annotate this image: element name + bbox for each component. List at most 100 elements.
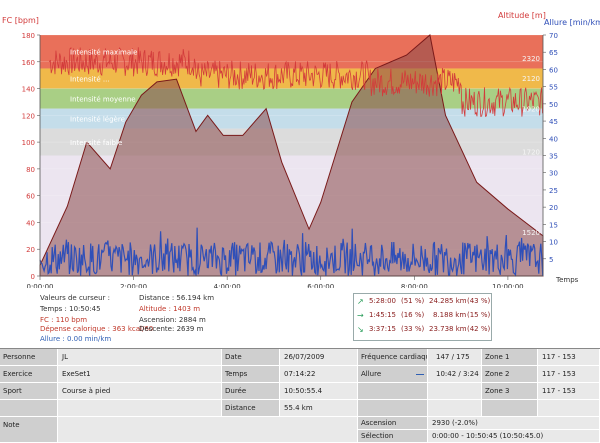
altitude-area [39,34,544,277]
summary-pct: (33 %) [401,325,425,333]
freq-label: Fréquence cardiaque [358,349,428,366]
fc-tick-label: 0 [31,273,35,281]
personne-value[interactable]: JL [58,349,222,366]
ascension-label: Ascension [358,417,428,430]
allure-value: 10:42 / 3:24 [428,366,482,383]
fc-tick-label: 120 [22,112,35,120]
summary-dpct: (42 %) [467,325,491,333]
pace-tick-label: 20 [549,204,558,212]
fc-tick-label: 80 [26,166,35,174]
temps-label: Temps [222,366,280,383]
sport-value[interactable]: Course à pied [58,383,222,400]
summary-row-flat: → 1:45:15 (16 %) 8.188 km (15 %) [354,311,491,323]
cursor-title: Valeurs de curseur : [40,294,110,302]
summary-dist: 23.738 km [429,325,467,333]
fc-tick-label: 40 [26,219,35,227]
duree-label: Durée [222,383,280,400]
cursor-fc: FC : 110 bpm [40,316,88,324]
heart-rate-line [49,47,543,117]
zone-label: Intensité ... [70,76,110,84]
gap-label [358,383,428,400]
zone3-label: Zone 3 [482,383,538,400]
pace-tick-label: 10 [549,239,558,247]
altitude-axis-label: Altitude [m] [498,11,546,20]
arrow-up-icon: ↗ [357,297,364,306]
gap2-value [428,400,482,417]
pace-tick-label: 55 [549,84,558,92]
temps-value: 07:14:22 [280,366,358,383]
pace-axis-ticks: 5 10 15 20 25 30 35 40 45 50 55 60 65 70 [543,32,558,264]
pace-legend-line [416,374,424,375]
arrow-right-icon: → [357,311,364,320]
pace-tick-label: 45 [549,118,558,126]
altitude-tick-label: 2120 [522,75,540,83]
summary-time: 3:37:15 [369,325,396,333]
cursor-altitude: Altitude : 1403 m [139,305,201,313]
time-tick-label: 0:00:00 [27,283,54,288]
note-label: Note [0,417,58,443]
time-tick-label: 10:00:00 [492,283,523,288]
pace-tick-label: 65 [549,49,558,57]
cursor-descent: Descente: 2639 m [139,325,204,333]
heart-rate-altitude-chart[interactable]: Intensité maximale Intensité ... Intensité… [0,0,600,288]
fc-tick-label: 140 [22,86,35,94]
summary-row-up: ↗ 5:28:00 (51 %) 24.285 km (43 %) [354,297,491,309]
pace-tick-label: 70 [549,32,558,40]
date-label: Date [222,349,280,366]
pace-tick-label: 25 [549,187,558,195]
fc-tick-label: 180 [22,32,35,40]
time-tick-label: 8:00:00 [401,283,428,288]
cursor-time: Temps : 10:50:45 [40,305,101,313]
summary-dist: 8.188 km [433,311,467,319]
exercice-value[interactable]: ExeSet1 [58,366,222,383]
cursor-ascent: Ascension: 2884 m [139,316,206,324]
pace-tick-label: 40 [549,135,558,143]
time-tick-label: 2:00:00 [120,283,147,288]
time-tick-label: 4:00:00 [214,283,241,288]
fc-tick-label: 100 [22,139,35,147]
altitude-tick-label: 1520 [522,229,540,237]
pace-line [39,227,544,277]
gap-value [428,383,482,400]
pace-tick-label: 50 [549,101,558,109]
zone-label: Intensité légère [70,116,125,124]
summary-dpct: (15 %) [467,311,491,319]
pace-tick-label: 5 [549,256,553,264]
freq-value: 147 / 175 [428,349,482,366]
left-axis-ticks: 0 20 40 60 80 100 120 140 160 180 [22,32,40,281]
altitude-tick-label: 1720 [522,148,540,156]
date-value: 26/07/2009 [280,349,358,366]
time-axis-ticks: 0:00:00 2:00:00 4:00:00 6:00:00 8:00:00 10:00… [27,276,524,288]
time-tick-label: 6:00:00 [307,283,334,288]
zone-labels: Intensité maximale Intensité ... Intensité… [70,49,137,147]
personne-label: Personne [0,349,58,366]
pace-tick-label: 60 [549,66,558,74]
summary-time: 5:28:00 [369,297,396,305]
summary-dpct: (43 %) [467,297,491,305]
distance-value: 55.4 km [280,400,358,417]
x-axis-label: Temps [555,276,579,284]
cursor-pace: Allure : 0.00 min/km [40,335,112,343]
allure-label: Allure [358,366,428,383]
summary-pct: (16 %) [401,311,425,319]
zone2-label: Zone 2 [482,366,538,383]
intensity-zone-band [40,35,543,69]
note-value[interactable] [58,417,358,443]
zone1-label: Zone 1 [482,349,538,366]
blank-label [0,400,58,417]
altitude-tick-label: 2320 [522,55,540,63]
altitude-axis-ticks: 1520 1720 1920 2120 2320 [522,55,540,237]
zone-label: Intensité moyenne [70,96,136,104]
pace-axis-label: Allure [min/km] [544,18,600,27]
zone2-value: 117 - 153 [538,366,600,383]
selection-label: Sélection [358,430,428,443]
altitude-tick-label: 1920 [522,106,540,114]
blank-value [58,400,222,417]
gap2-label [358,400,428,417]
summary-row-down: ↘ 3:37:15 (33 %) 23.738 km (42 %) [354,325,491,337]
zone4-label [482,400,538,417]
zone1-value: 117 - 153 [538,349,600,366]
arrow-down-icon: ↘ [357,325,364,334]
zone3-value: 117 - 153 [538,383,600,400]
duree-value: 10:50:55.4 [280,383,358,400]
